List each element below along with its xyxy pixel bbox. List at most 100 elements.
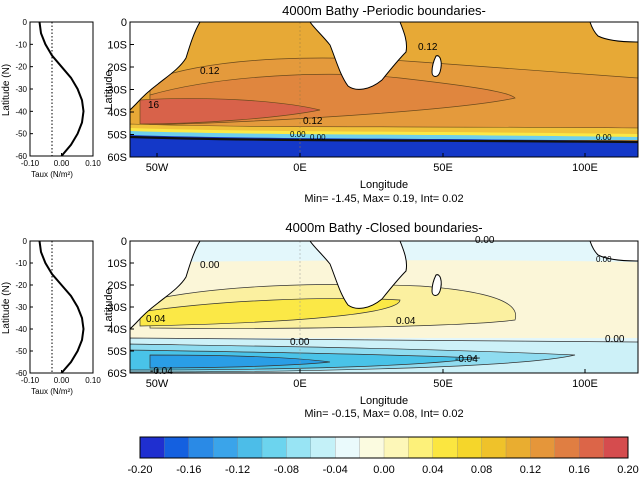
colorbar-swatch <box>261 436 287 459</box>
wind-profile-top-frame <box>29 21 94 157</box>
x-tick-label: 0.10 <box>85 376 101 385</box>
y-tick-label: 10S <box>107 40 127 52</box>
x-tick-label: 0.10 <box>85 159 101 168</box>
map-bottom-ylabel: Latitude <box>103 288 115 327</box>
y-tick-label: 0 <box>23 237 28 246</box>
x-tick-label: -0.10 <box>21 159 40 168</box>
madagascar <box>431 274 442 296</box>
y-tick-label: 50S <box>107 346 127 358</box>
colorbar-swatch <box>310 436 336 459</box>
south-america <box>130 241 201 330</box>
map-top: 4000m Bathy -Periodic boundaries- 0.12 0… <box>103 3 639 205</box>
colorbar-label: 0.08 <box>471 464 492 476</box>
y-tick-label: 0 <box>23 18 28 27</box>
wind-bottom-xlabel: Taux (N/m²) <box>31 387 73 396</box>
y-tick-label: -30 <box>15 303 27 312</box>
x-tick-label: 0.00 <box>54 159 70 168</box>
x-tick-label: 100E <box>572 378 598 390</box>
y-tick-label: -40 <box>15 107 27 116</box>
colorbar: -0.20 -0.16 -0.12 -0.08 -0.04 0.00 0.04 0.08 0.1… <box>127 436 639 476</box>
map-top-stats: Min= -1.45, Max= 0.19, Int= 0.02 <box>304 193 463 205</box>
y-tick-label: -50 <box>15 347 27 356</box>
x-tick-label: 0E <box>293 162 306 174</box>
contour-label: 0.00 <box>290 130 306 139</box>
colorbar-label: -0.08 <box>274 464 299 476</box>
contour-label: 0.00 <box>310 133 326 142</box>
colorbar-swatch <box>164 436 190 459</box>
colorbar-swatch <box>139 436 165 459</box>
x-tick-label: -0.10 <box>21 376 40 385</box>
y-tick-label: 0 <box>121 17 127 29</box>
x-tick-label: 0.00 <box>54 376 70 385</box>
wind-stress-curve <box>38 240 85 374</box>
y-tick-label: -10 <box>15 259 27 268</box>
africa <box>309 22 407 90</box>
map-top-ylabel: Latitude <box>103 70 115 109</box>
colorbar-swatch <box>603 436 629 459</box>
contour-band-neg012 <box>149 354 331 369</box>
y-tick-label: 20S <box>107 62 127 74</box>
x-tick-label: 50W <box>146 162 169 174</box>
contour-band-018 <box>139 98 321 125</box>
colorbar-swatch <box>237 436 263 459</box>
contour-label: 0.12 <box>303 116 323 127</box>
wind-top-ylabel: Latitude (N) <box>1 64 12 116</box>
contour-band-006 <box>139 298 401 327</box>
contour-label: 0.00 <box>596 255 612 264</box>
colorbar-frame <box>139 436 629 459</box>
y-tick-label: -60 <box>15 152 27 161</box>
y-tick-label: -30 <box>15 85 27 94</box>
contour-label: 0.00 <box>605 334 625 345</box>
colorbar-swatch <box>213 436 239 459</box>
madagascar <box>431 55 442 77</box>
colorbar-label: 0.00 <box>373 464 394 476</box>
contour-label: -0.04 <box>150 366 173 377</box>
colorbar-swatch <box>481 436 507 459</box>
y-tick-label: 40S <box>107 107 127 119</box>
map-top-xlabel: Longitude <box>360 179 408 191</box>
colorbar-swatch <box>408 436 434 459</box>
map-top-title: 4000m Bathy -Periodic boundaries- <box>282 3 486 18</box>
contour-label: 0.04 <box>146 314 166 325</box>
colorbar-swatch <box>554 436 580 459</box>
australia <box>589 22 638 43</box>
wind-profile-top: 0 -10 -20 -30 -40 -50 -60-0.10 0.00 0.10 Latitud… <box>1 18 101 179</box>
wind-profile-bottom-frame <box>29 240 94 374</box>
contour-label: -0.04 <box>455 354 478 365</box>
x-tick-label: 50E <box>433 162 453 174</box>
y-tick-label: 10S <box>107 258 127 270</box>
contour-label: 16 <box>148 100 160 111</box>
contour-label: 0.12 <box>418 42 438 53</box>
colorbar-swatch <box>188 436 214 459</box>
x-tick-label: 50E <box>433 378 453 390</box>
south-america <box>130 22 201 111</box>
y-tick-label: 60S <box>107 152 127 164</box>
x-tick-label: 50W <box>146 378 169 390</box>
contour-label: 0.12 <box>200 66 220 77</box>
colorbar-label: 0.04 <box>422 464 443 476</box>
colorbar-label: -0.04 <box>323 464 348 476</box>
y-tick-label: -60 <box>15 369 27 378</box>
y-tick-label: -50 <box>15 130 27 139</box>
wind-bottom-ylabel: Latitude (N) <box>1 282 12 334</box>
colorbar-swatch <box>505 436 531 459</box>
y-tick-label: 30S <box>107 85 127 97</box>
wind-top-xlabel: Taux (N/m²) <box>31 170 73 179</box>
wind-profile-bottom: 0 -10 -20 -30 -40 -50 -60-0.10 0.00 0.10 Latitud… <box>1 237 101 396</box>
colorbar-label: 0.12 <box>520 464 541 476</box>
contour-label: 0.00 <box>290 337 310 348</box>
colorbar-label: 0.16 <box>568 464 589 476</box>
map-bottom-stats: Min= -0.15, Max= 0.08, Int= 0.02 <box>304 408 463 420</box>
colorbar-label: -0.20 <box>127 464 152 476</box>
contour-label: 0.00 <box>596 133 612 142</box>
y-tick-label: 0 <box>121 236 127 248</box>
y-tick-label: 30S <box>107 302 127 314</box>
colorbar-swatch <box>359 436 385 459</box>
colorbar-label: 0.20 <box>617 464 638 476</box>
colorbar-label: -0.12 <box>225 464 250 476</box>
colorbar-swatch <box>286 436 312 459</box>
x-tick-label: 100E <box>572 162 598 174</box>
map-bottom: 4000m Bathy -Closed boundaries- 0.00 0.0… <box>103 220 639 420</box>
colorbar-swatch <box>383 436 409 459</box>
